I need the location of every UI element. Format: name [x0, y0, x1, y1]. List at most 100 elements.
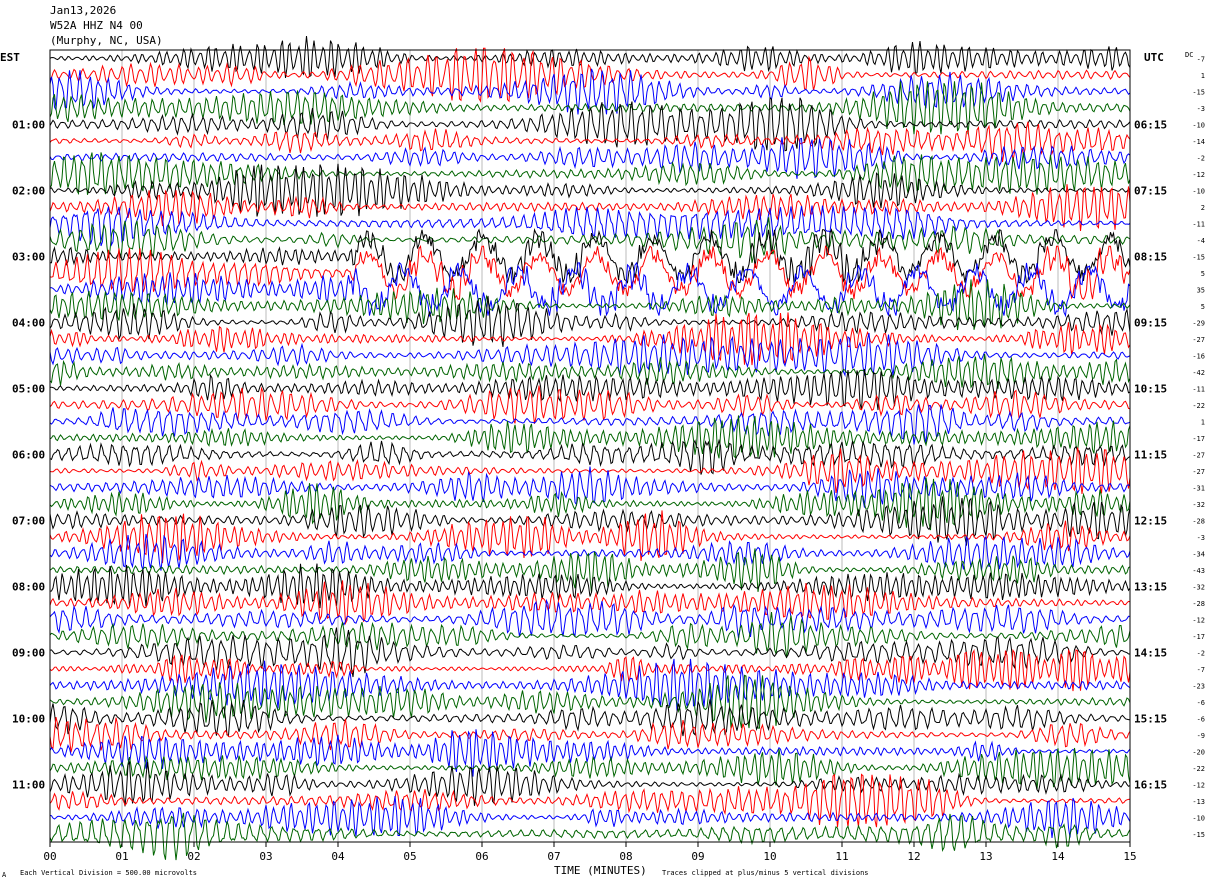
- dc-offset-row-41: -6: [1197, 715, 1205, 723]
- trace-row-15: [49, 261, 1131, 318]
- dc-offset-row-20: -42: [1192, 369, 1205, 377]
- station-location: (Murphy, NC, USA): [50, 34, 163, 47]
- utc-hour-1315: 13:15: [1134, 580, 1167, 593]
- utc-hour-1215: 12:15: [1134, 514, 1167, 527]
- trace-row-8: [49, 152, 1131, 196]
- dc-offset-row-22: -22: [1192, 402, 1205, 410]
- dc-offset-row-19: -16: [1192, 352, 1205, 360]
- dc-offset-row-13: -15: [1192, 253, 1205, 261]
- x-axis-ticks: 00 01 02 03 04 05 06 07 08 09 10 11 12 13 14 15: [43, 842, 1137, 863]
- utc-hour-0815: 08:15: [1134, 250, 1167, 263]
- dc-offset-row-30: -3: [1197, 534, 1205, 542]
- dc-offset-row-46: -13: [1192, 798, 1205, 806]
- dc-offset-row-26: -27: [1192, 468, 1205, 476]
- trace-row-18: [49, 312, 1131, 366]
- station-code: W52A HHZ N4 00: [50, 19, 143, 32]
- dc-offset-row-27: -31: [1192, 484, 1205, 492]
- dc-offset-row-37: -2: [1197, 649, 1205, 657]
- dc-offset-row-28: -32: [1192, 501, 1205, 509]
- dc-offset-row-17: -29: [1192, 319, 1205, 327]
- x-axis-label: TIME (MINUTES): [554, 864, 647, 877]
- dc-offset-row-31: -34: [1192, 550, 1205, 558]
- x-tick-label-13: 13: [979, 850, 992, 863]
- utc-hour-labels: 06:15 07:15 08:15 09:15 10:15 11:15 12:15 13:15…: [1134, 118, 1167, 791]
- trace-row-47: [49, 795, 1131, 839]
- dc-offset-row-23: 1: [1201, 418, 1205, 426]
- est-hour-labels: 01:00 02:00 03:00 04:00 05:00 06:00 07:00 08:00…: [12, 118, 45, 791]
- dc-offset-row-21: -11: [1192, 385, 1205, 393]
- trace-row-12: [49, 217, 1131, 263]
- x-tick-label-05: 05: [403, 850, 416, 863]
- dc-offset-row-25: -27: [1192, 451, 1205, 459]
- x-tick-label-09: 09: [691, 850, 704, 863]
- utc-hour-0715: 07:15: [1134, 184, 1167, 197]
- est-hour-0100: 01:00: [12, 118, 45, 131]
- est-hour-0600: 06:00: [12, 448, 45, 461]
- est-hour-0400: 04:00: [12, 316, 45, 329]
- est-hour-0500: 05:00: [12, 382, 45, 395]
- dc-offset-row-45: -12: [1192, 781, 1205, 789]
- est-hour-0800: 08:00: [12, 580, 45, 593]
- dc-offset-row-18: -27: [1192, 336, 1205, 344]
- dc-offset-row-3: -15: [1192, 88, 1205, 96]
- dc-offset-row-29: -28: [1192, 517, 1205, 525]
- est-hour-1000: 10:00: [12, 712, 45, 725]
- trace-row-31: [49, 533, 1131, 571]
- clip-note: Traces clipped at plus/minus 5 vertical …: [662, 869, 869, 877]
- trace-row-48: [49, 812, 1131, 861]
- dc-offset-row-16: 5: [1201, 303, 1205, 311]
- dc-offset-row-33: -32: [1192, 583, 1205, 591]
- utc-hour-1015: 10:15: [1134, 382, 1167, 395]
- dc-offset-row-36: -17: [1192, 633, 1205, 641]
- trace-row-46: [49, 773, 1131, 828]
- trace-row-41: [49, 699, 1131, 737]
- dc-offset-row-10: 2: [1201, 204, 1205, 212]
- trace-row-44: [49, 747, 1131, 790]
- dc-offset-row-44: -22: [1192, 765, 1205, 773]
- trace-row-5: [49, 96, 1131, 152]
- trace-row-33: [49, 563, 1131, 609]
- x-tick-label-11: 11: [835, 850, 848, 863]
- trace-row-38: [49, 648, 1131, 692]
- dc-offset-row-39: -23: [1192, 682, 1205, 690]
- dc-offset-row-15: 35: [1197, 286, 1205, 294]
- corner-mark: A: [2, 871, 7, 879]
- utc-hour-1515: 15:15: [1134, 712, 1167, 725]
- dc-offset-row-24: -17: [1192, 435, 1205, 443]
- dc-offset-row-4: -3: [1197, 105, 1205, 113]
- dc-offset-row-2: 1: [1201, 72, 1205, 80]
- dc-offset-row-6: -14: [1192, 138, 1205, 146]
- x-tick-label-04: 04: [331, 850, 345, 863]
- dc-offset-row-43: -20: [1192, 748, 1205, 756]
- est-hour-0200: 02:00: [12, 184, 45, 197]
- trace-row-17: [49, 295, 1131, 347]
- trace-row-40: [49, 674, 1131, 729]
- trace-row-14: [49, 244, 1131, 301]
- trace-row-7: [49, 137, 1131, 179]
- x-tick-label-00: 00: [43, 850, 56, 863]
- trace-row-20: [49, 353, 1131, 389]
- x-tick-label-14: 14: [1051, 850, 1065, 863]
- utc-hour-1615: 16:15: [1134, 778, 1167, 791]
- trace-row-16: [49, 279, 1131, 331]
- utc-hour-1415: 14:15: [1134, 646, 1167, 659]
- trace-row-32: [49, 548, 1131, 593]
- chart-date: Jan13,2026: [50, 4, 117, 17]
- seismic-traces: [49, 35, 1131, 861]
- dc-offset-row-38: -7: [1197, 666, 1205, 674]
- x-tick-label-10: 10: [763, 850, 776, 863]
- dc-offset-row-1: -7: [1197, 55, 1205, 63]
- trace-row-1: [49, 35, 1131, 78]
- est-hour-0700: 07:00: [12, 514, 45, 527]
- x-tick-label-06: 06: [475, 850, 488, 863]
- utc-hour-0615: 06:15: [1134, 118, 1167, 131]
- x-tick-label-12: 12: [907, 850, 920, 863]
- x-tick-label-03: 03: [259, 850, 272, 863]
- dc-offset-row-42: -9: [1197, 732, 1205, 740]
- dc-offset-row-40: -6: [1197, 699, 1205, 707]
- trace-row-36: [49, 611, 1131, 659]
- utc-hour-1115: 11:15: [1134, 448, 1167, 461]
- dc-header-label: DC: [1185, 51, 1193, 59]
- trace-row-22: [49, 385, 1131, 424]
